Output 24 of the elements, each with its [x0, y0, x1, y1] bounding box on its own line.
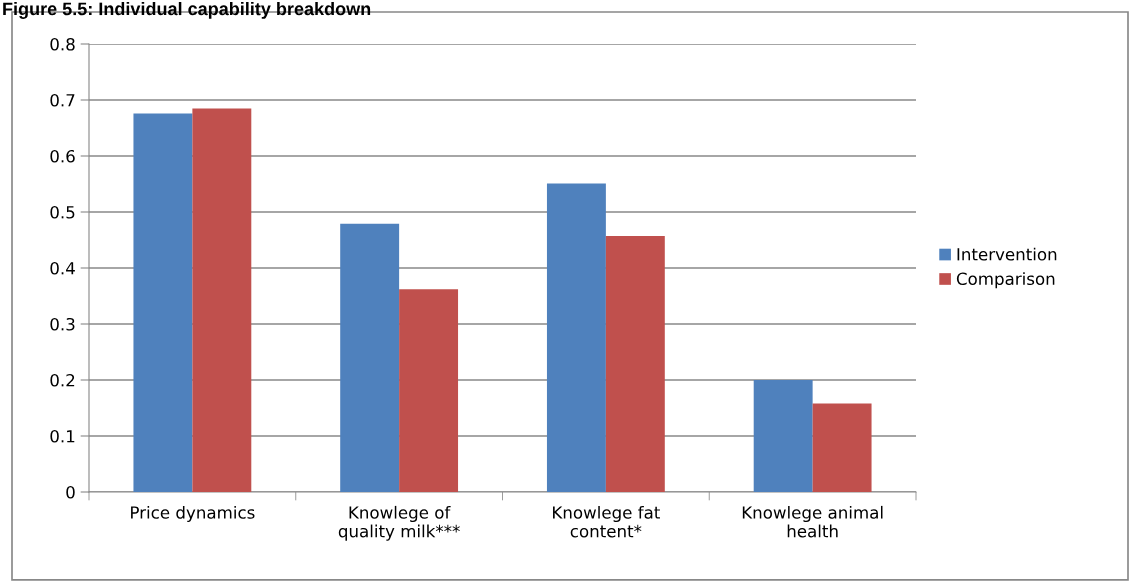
y-tick-label: 0.4	[50, 261, 75, 275]
y-tick-label: 0.2	[50, 373, 75, 387]
bar	[605, 236, 665, 492]
bar	[546, 183, 606, 492]
x-tick-label: Knowlege animal health	[742, 505, 883, 538]
legend-label: Comparison	[956, 272, 1055, 289]
bar	[192, 108, 252, 492]
y-tick-label: 0.8	[50, 37, 75, 51]
y-tick-label: 0.5	[50, 205, 75, 219]
bar	[753, 380, 813, 492]
bar	[133, 113, 193, 492]
x-tick-label: Knowlege of quality milk***	[338, 505, 460, 541]
bar	[340, 223, 400, 492]
y-tick-label: 0.3	[50, 317, 75, 331]
legend-label: Intervention	[957, 247, 1057, 261]
bar	[399, 289, 459, 492]
y-tick-label: 0.1	[50, 429, 75, 443]
x-tick-label: Knowlege fat content*	[553, 505, 660, 538]
y-tick-label: 0	[66, 485, 75, 499]
bar	[812, 403, 872, 492]
x-tick-label: Price dynamics	[131, 505, 255, 523]
y-tick-label: 0.6	[50, 149, 75, 163]
chart-title: Figure 5.5: Individual capability breakdown	[3, 2, 371, 19]
y-tick-label: 0.7	[50, 93, 75, 107]
